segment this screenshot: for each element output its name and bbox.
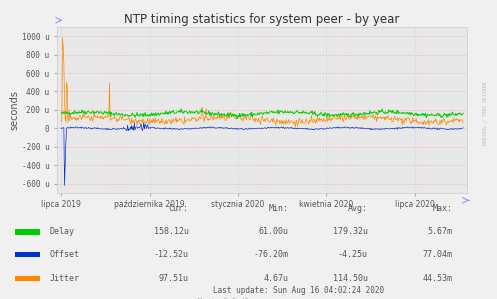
Text: 44.53m: 44.53m (422, 274, 452, 283)
Text: 97.51u: 97.51u (159, 274, 189, 283)
Text: 114.50u: 114.50u (333, 274, 368, 283)
Text: -4.25u: -4.25u (338, 250, 368, 259)
Title: NTP timing statistics for system peer - by year: NTP timing statistics for system peer - … (124, 13, 400, 26)
Text: Cur:: Cur: (169, 204, 189, 213)
Y-axis label: seconds: seconds (9, 90, 19, 130)
Text: Delay: Delay (50, 228, 75, 237)
Text: 77.04m: 77.04m (422, 250, 452, 259)
Bar (15, 229, 40, 235)
Text: Munin 2.0.49: Munin 2.0.49 (198, 298, 249, 299)
Text: RRDTOOL / TOBI OETIKER: RRDTOOL / TOBI OETIKER (482, 82, 487, 145)
Text: -76.20m: -76.20m (253, 250, 288, 259)
Text: Avg:: Avg: (348, 204, 368, 213)
Text: Max:: Max: (432, 204, 452, 213)
Text: 61.00u: 61.00u (258, 228, 288, 237)
Text: 179.32u: 179.32u (333, 228, 368, 237)
Text: Offset: Offset (50, 250, 80, 259)
Text: 158.12u: 158.12u (154, 228, 189, 237)
Bar (15, 252, 40, 257)
Text: Jitter: Jitter (50, 274, 80, 283)
Text: -12.52u: -12.52u (154, 250, 189, 259)
Text: Min:: Min: (268, 204, 288, 213)
Text: 4.67u: 4.67u (263, 274, 288, 283)
Text: 5.67m: 5.67m (427, 228, 452, 237)
Bar (15, 276, 40, 281)
Text: Last update: Sun Aug 16 04:02:24 2020: Last update: Sun Aug 16 04:02:24 2020 (213, 286, 384, 295)
